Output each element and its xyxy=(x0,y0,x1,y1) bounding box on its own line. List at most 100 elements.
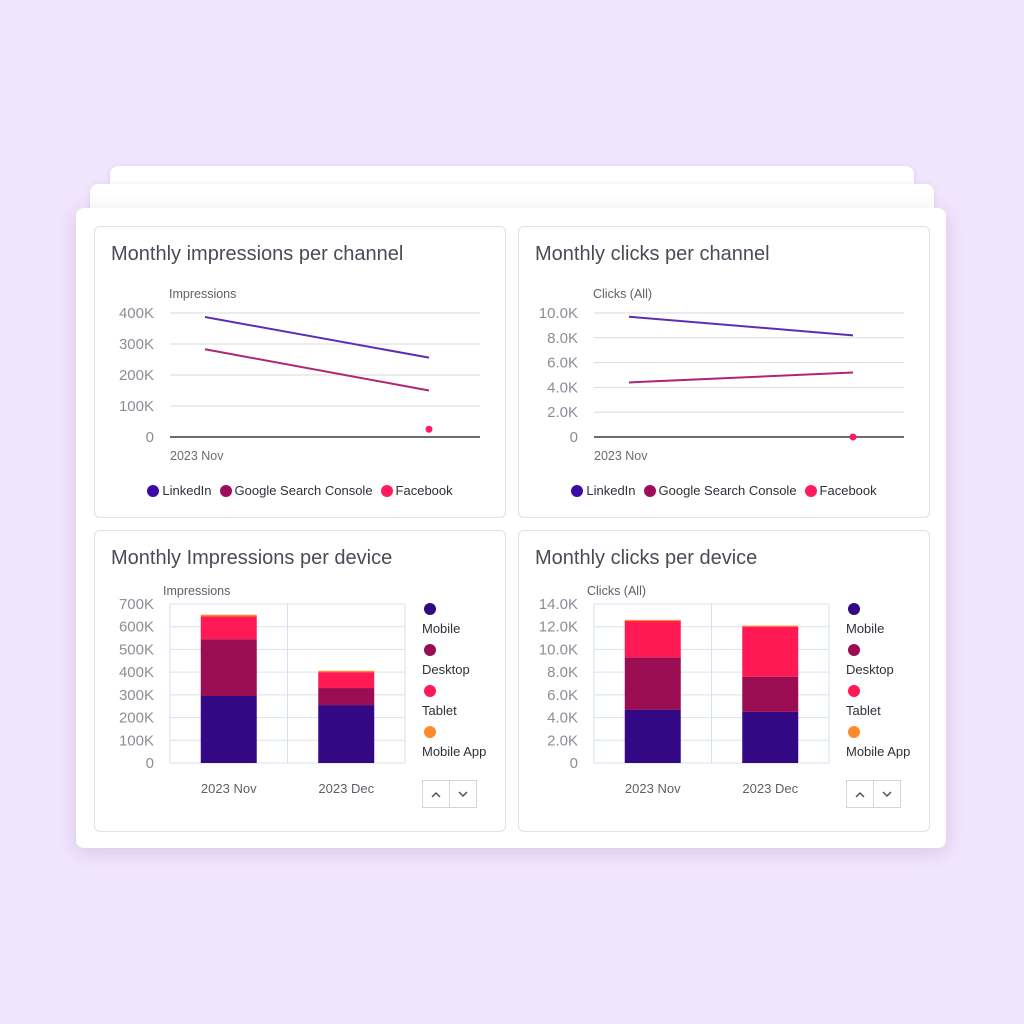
clicks-line-chart: 0 2.0K 4.0K 6.0K 8.0K 10.0K 2023 Nov xyxy=(539,305,904,463)
x-tick-label: 2023 Dec xyxy=(318,781,374,796)
x-tick-label: 2023 Nov xyxy=(170,449,224,463)
legend-label: Google Search Console xyxy=(658,483,797,498)
series-line-google-search-console xyxy=(628,371,854,384)
y-tick-label: 0 xyxy=(146,755,154,772)
legend-swatch xyxy=(424,726,436,738)
legend-page-up-button[interactable] xyxy=(422,780,450,808)
y-tick-label: 200K xyxy=(119,367,154,384)
impressions-per-device-panel: Monthly Impressions per device Impressio… xyxy=(94,530,506,832)
chart-legend: LinkedIn Google Search Console Facebook xyxy=(95,483,505,498)
legend-item-linkedin[interactable]: LinkedIn xyxy=(571,483,636,498)
legend-swatch xyxy=(848,685,860,697)
legend-item-desktop[interactable]: Desktop xyxy=(846,644,910,685)
clicks-per-channel-panel: Monthly clicks per channel Clicks (All) … xyxy=(518,226,930,518)
legend-label: Tablet xyxy=(422,703,457,718)
dashboard-card: Monthly impressions per channel Impressi… xyxy=(76,208,946,848)
y-tick-label: 200K xyxy=(119,710,154,727)
series-point-facebook xyxy=(425,425,433,433)
y-tick-label: 300K xyxy=(119,336,154,353)
chevron-down-icon xyxy=(882,791,892,797)
y-tick-label: 0 xyxy=(570,755,578,772)
legend-label: LinkedIn xyxy=(162,483,212,498)
legend-label: Google Search Console xyxy=(234,483,373,498)
legend-label: Mobile App xyxy=(422,744,487,759)
legend-item-mobile-app[interactable]: Mobile App xyxy=(422,726,486,767)
y-tick-label: 4.0K xyxy=(547,379,578,396)
chart-legend: LinkedIn Google Search Console Facebook xyxy=(519,483,929,498)
y-axis-title: Impressions xyxy=(169,287,237,301)
y-tick-label: 0 xyxy=(570,429,578,446)
legend-swatch xyxy=(848,644,860,656)
legend-label: LinkedIn xyxy=(586,483,636,498)
bar-segment-mobile xyxy=(742,711,799,763)
y-tick-label: 6.0K xyxy=(547,355,578,372)
legend-swatch xyxy=(571,484,584,497)
bar-segment-desktop xyxy=(742,676,799,712)
legend-label: Mobile xyxy=(422,621,461,636)
y-tick-label: 2.0K xyxy=(547,732,578,749)
legend-label: Desktop xyxy=(422,662,470,677)
panel-title: Monthly clicks per channel xyxy=(535,243,770,265)
bar-segment-tablet xyxy=(742,626,799,677)
legend-page-down-button[interactable] xyxy=(450,780,477,808)
bar-segment-mobile-app xyxy=(200,614,257,617)
bar-segment-mobile-app xyxy=(742,625,799,627)
y-axis-title: Clicks (All) xyxy=(587,584,647,598)
x-tick-label: 2023 Dec xyxy=(742,781,798,796)
impressions-stacked-bar-chart: 0 100K 200K 300K 400K 500K 600K 700K 2023 Nov 202… xyxy=(119,596,406,796)
series-point-facebook xyxy=(849,433,857,441)
legend-item-tablet[interactable]: Tablet xyxy=(846,685,910,726)
legend-swatch xyxy=(147,484,160,497)
y-tick-label: 300K xyxy=(119,687,154,704)
legend-item-facebook[interactable]: Facebook xyxy=(804,483,877,498)
y-tick-label: 8.0K xyxy=(547,664,578,681)
x-tick-label: 2023 Nov xyxy=(625,781,681,796)
legend-item-mobile[interactable]: Mobile xyxy=(422,603,486,644)
bar-segment-mobile xyxy=(200,695,257,763)
bar-segment-mobile xyxy=(624,709,681,763)
legend-label: Facebook xyxy=(819,483,877,498)
bar-segment-tablet xyxy=(200,616,257,640)
y-tick-label: 400K xyxy=(119,305,154,322)
bar-segment-tablet xyxy=(624,621,681,658)
legend-item-linkedin[interactable]: LinkedIn xyxy=(147,483,212,498)
x-tick-label: 2023 Nov xyxy=(201,781,257,796)
legend-item-google-search-console[interactable]: Google Search Console xyxy=(219,483,373,498)
legend-swatch xyxy=(848,726,860,738)
y-tick-label: 12.0K xyxy=(539,619,578,636)
y-tick-label: 10.0K xyxy=(539,305,578,322)
legend-item-mobile-app[interactable]: Mobile App xyxy=(846,726,910,767)
y-tick-label: 14.0K xyxy=(539,596,578,613)
impressions-per-channel-panel: Monthly impressions per channel Impressi… xyxy=(94,226,506,518)
bar-segment-desktop xyxy=(200,639,257,696)
legend-item-facebook[interactable]: Facebook xyxy=(380,483,453,498)
bar-segment-tablet xyxy=(318,672,375,689)
y-tick-label: 100K xyxy=(119,398,154,415)
legend-item-mobile[interactable]: Mobile xyxy=(846,603,910,644)
legend-page-up-button[interactable] xyxy=(846,780,874,808)
series-line-google-search-console xyxy=(204,348,430,392)
legend-swatch xyxy=(424,644,436,656)
legend-swatch xyxy=(804,484,817,497)
legend-pager xyxy=(422,780,477,808)
y-tick-label: 100K xyxy=(119,732,154,749)
legend-page-down-button[interactable] xyxy=(874,780,901,808)
clicks-per-device-panel: Monthly clicks per device Clicks (All) 0… xyxy=(518,530,930,832)
legend-swatch xyxy=(848,603,860,615)
legend-swatch xyxy=(424,603,436,615)
legend-swatch xyxy=(380,484,393,497)
y-tick-label: 400K xyxy=(119,664,154,681)
y-tick-label: 600K xyxy=(119,619,154,636)
legend-label: Mobile xyxy=(846,621,885,636)
legend-item-desktop[interactable]: Desktop xyxy=(422,644,486,685)
y-tick-label: 700K xyxy=(119,596,154,613)
panel-title: Monthly impressions per channel xyxy=(111,243,404,265)
legend-item-google-search-console[interactable]: Google Search Console xyxy=(643,483,797,498)
chevron-up-icon xyxy=(855,791,865,797)
chevron-up-icon xyxy=(431,791,441,797)
y-tick-label: 10.0K xyxy=(539,641,578,658)
y-tick-label: 8.0K xyxy=(547,330,578,347)
y-axis-title: Impressions xyxy=(163,584,231,598)
bar-segment-desktop xyxy=(318,688,375,706)
legend-item-tablet[interactable]: Tablet xyxy=(422,685,486,726)
